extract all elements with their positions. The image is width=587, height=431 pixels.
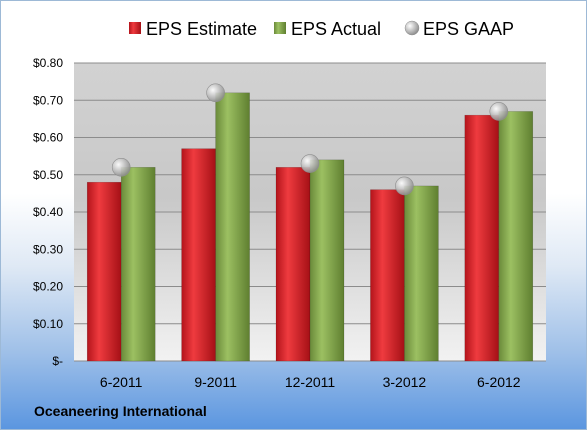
marker-eps-gaap (111, 158, 131, 177)
legend-swatch-gaap (404, 20, 420, 36)
y-tick-label: $0.50 (33, 168, 63, 182)
bar-eps-actual (404, 185, 439, 362)
y-tick-label: $0.10 (33, 317, 63, 331)
y-tick-label: $0.20 (33, 280, 63, 294)
bar-eps-estimate (275, 167, 311, 362)
bar-eps-estimate (370, 189, 405, 362)
marker-eps-gaap (300, 154, 320, 173)
bars (86, 92, 534, 362)
y-axis-ticks: $- $0.10 $0.20 $0.30 $0.40 $0.50 $0.60 $0.70 $0.… (33, 56, 63, 368)
bar-eps-actual (215, 92, 250, 362)
bar-eps-actual (309, 159, 345, 362)
marker-eps-gaap (206, 83, 225, 103)
x-category-label: 6-2011 (100, 374, 143, 390)
y-tick-label: $- (52, 354, 63, 368)
legend-swatch-actual (274, 22, 286, 34)
x-category-label: 12-2011 (285, 374, 336, 390)
x-category-label: 3-2012 (383, 374, 427, 390)
marker-eps-gaap (395, 176, 414, 196)
y-tick-label: $0.70 (33, 93, 63, 107)
legend-swatch-estimate (129, 22, 141, 34)
x-axis-categories: 6-2011 9-2011 12-2011 3-2012 6-2012 (100, 374, 521, 390)
bar-eps-actual (498, 111, 534, 362)
x-category-label: 6-2012 (477, 374, 521, 390)
legend: EPS Estimate EPS Actual EPS GAAP (129, 19, 514, 39)
bar-eps-estimate (464, 114, 500, 362)
bar-eps-estimate (86, 181, 122, 362)
y-tick-label: $0.80 (33, 56, 63, 70)
gaap-markers (111, 83, 509, 196)
y-tick-label: $0.40 (33, 205, 63, 219)
y-tick-label: $0.60 (33, 131, 63, 145)
marker-eps-gaap (489, 102, 509, 121)
legend-label: EPS Estimate (146, 19, 257, 39)
legend-label: EPS GAAP (423, 19, 514, 39)
y-tick-label: $0.30 (33, 242, 63, 256)
company-footnote: Oceaneering International (34, 403, 207, 419)
x-category-label: 9-2011 (194, 374, 237, 390)
legend-label: EPS Actual (291, 19, 381, 39)
bar-eps-estimate (181, 148, 216, 362)
bar-eps-actual (120, 167, 156, 362)
